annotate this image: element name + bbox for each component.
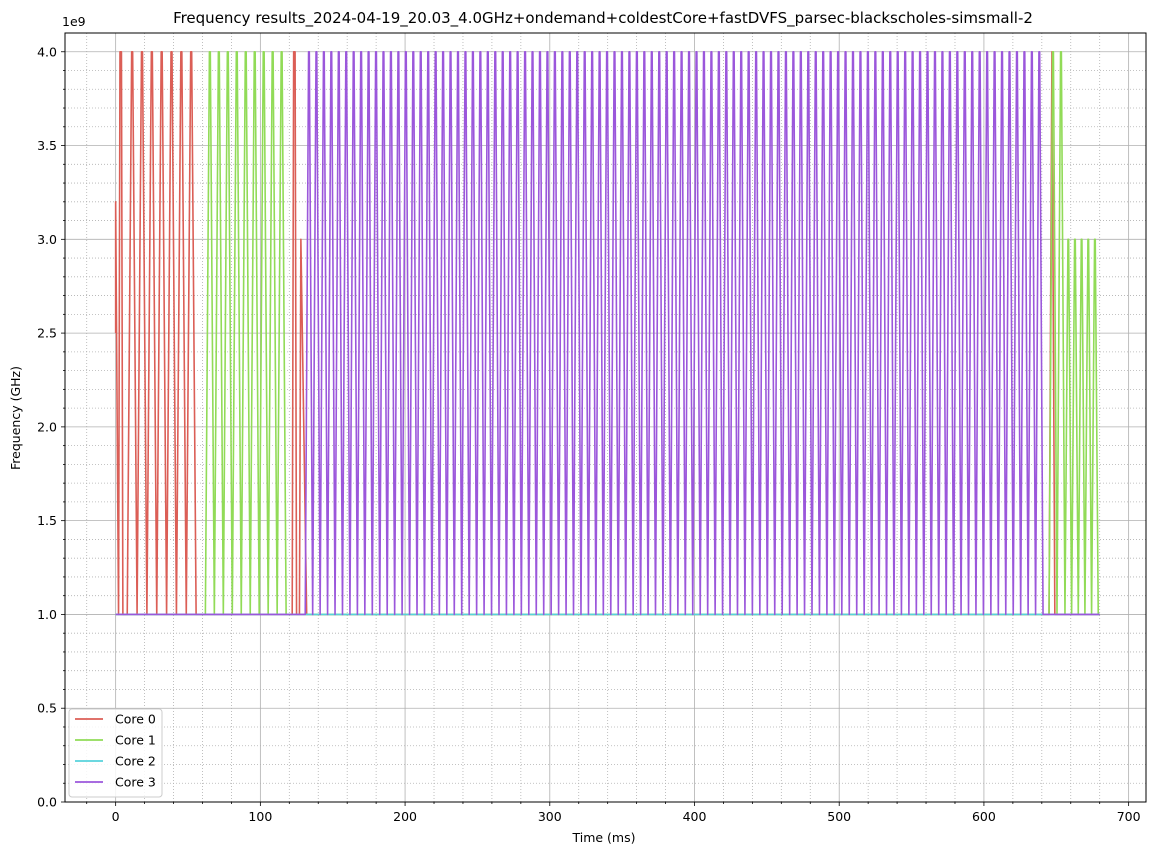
x-tick-label: 200 <box>393 809 417 824</box>
y-tick-label: 4.0 <box>37 44 57 59</box>
x-tick-label: 400 <box>683 809 707 824</box>
series-lines <box>114 50 1100 616</box>
legend: Core 0 Core 1 Core 2 Core 3 <box>68 708 163 798</box>
y-axis-label: Frequency (GHz) <box>8 366 23 470</box>
legend-label: Core 2 <box>115 754 156 769</box>
y-tick-label: 2.0 <box>37 419 57 434</box>
y-tick-label: 1.0 <box>37 607 57 622</box>
x-tick-label: 100 <box>248 809 272 824</box>
chart-title: Frequency results_2024-04-19_20.03_4.0GH… <box>173 9 1033 28</box>
y-tick-label: 3.5 <box>37 138 57 153</box>
y-tick-label: 0.0 <box>37 795 57 810</box>
y-tick-label: 0.5 <box>37 701 57 716</box>
plot-frame <box>64 32 1147 803</box>
axis-ticks: 0 100 200 300 400 500 600 700 0.0 0.5 1.0 1.5 2.0 2.5… <box>37 44 1141 824</box>
x-tick-label: 300 <box>538 809 562 824</box>
y-tick-label: 3.0 <box>37 232 57 247</box>
legend-label: Core 0 <box>115 712 156 727</box>
y-offset-label: 1e9 <box>62 14 86 29</box>
x-tick-label: 500 <box>827 809 851 824</box>
legend-label: Core 1 <box>115 733 156 748</box>
legend-label: Core 3 <box>115 775 156 790</box>
x-tick-label: 600 <box>972 809 996 824</box>
x-tick-label: 0 <box>112 809 120 824</box>
x-tick-label: 700 <box>1117 809 1141 824</box>
x-axis-label: Time (ms) <box>571 830 635 845</box>
legend-box <box>68 708 163 798</box>
y-tick-label: 2.5 <box>37 326 57 341</box>
series-line-core-3 <box>115 50 1100 616</box>
series-line-core-1 <box>115 50 1100 616</box>
y-tick-label: 1.5 <box>37 513 57 528</box>
